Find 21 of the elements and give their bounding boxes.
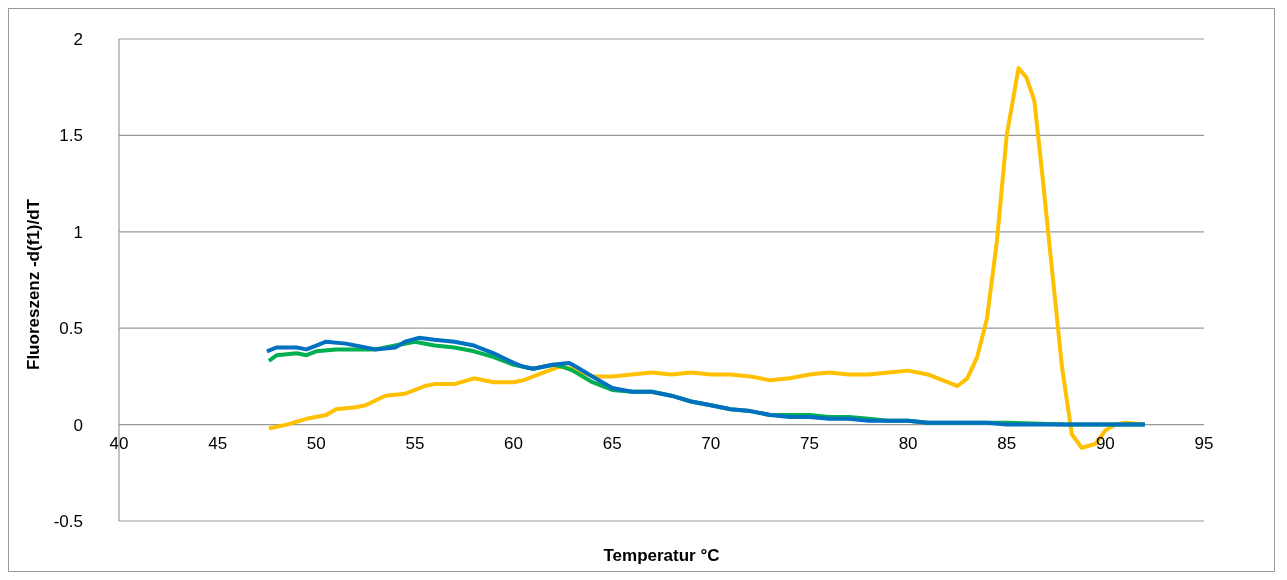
x-tick-label: 90 xyxy=(1095,433,1115,453)
y-tick-label: 0 xyxy=(73,415,83,435)
y-tick-label: -0.5 xyxy=(53,512,83,532)
x-tick-label: 65 xyxy=(602,433,622,453)
x-tick-label: 45 xyxy=(208,433,228,453)
x-tick-label: 95 xyxy=(1194,433,1214,453)
x-tick-label: 75 xyxy=(799,433,819,453)
x-axis-title: Temperatur °C xyxy=(603,546,720,565)
y-tick-label: 0.5 xyxy=(59,319,83,339)
y-tick-label: 1 xyxy=(73,222,83,242)
x-tick-label: 55 xyxy=(405,433,425,453)
x-tick-label: 60 xyxy=(504,433,524,453)
y-tick-label: 1.5 xyxy=(59,126,83,146)
x-tick-label: 70 xyxy=(701,433,721,453)
y-axis-title: Fluoreszenz -d(f1)/dT xyxy=(24,198,44,370)
y-tick-label: 2 xyxy=(73,30,83,50)
line-series xyxy=(266,65,1147,450)
x-tick-label: 40 xyxy=(109,433,129,453)
x-tick-label: 50 xyxy=(306,433,326,453)
x-tick-label: 85 xyxy=(997,433,1017,453)
x-tick-label: 80 xyxy=(898,433,918,453)
